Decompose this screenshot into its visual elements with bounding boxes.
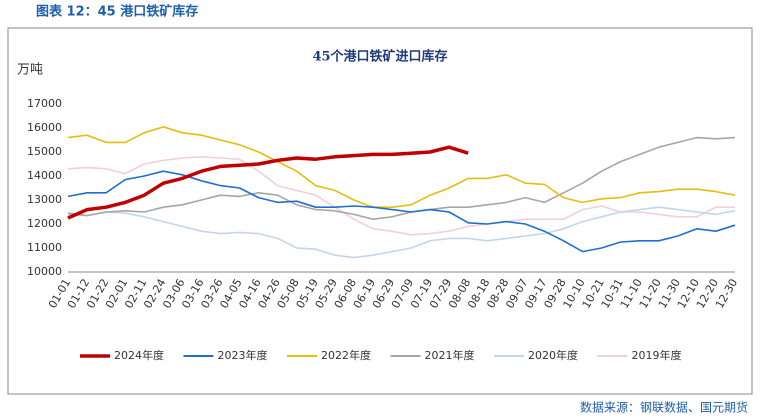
series-line — [67, 206, 736, 259]
series-line — [67, 145, 469, 220]
legend-label: 2019年度 — [632, 348, 682, 362]
source: 数据来源：钢联数据、国元期货 — [580, 400, 748, 415]
series-line — [67, 170, 736, 253]
y-tick-label: 15000 — [27, 145, 62, 158]
chart-frame — [7, 27, 753, 395]
y-tick-label: 14000 — [27, 169, 62, 182]
legend-label: 2022年度 — [321, 348, 371, 362]
y-tick-label: 17000 — [27, 97, 62, 110]
caption: 图表 12：45 港口铁矿库存 — [36, 4, 198, 20]
legend-label: 2023年度 — [218, 348, 268, 362]
y-tick-label: 10000 — [27, 265, 62, 278]
y-tick-label: 16000 — [27, 121, 62, 134]
legend-label: 2021年度 — [425, 348, 475, 362]
y-tick-label: 11000 — [27, 241, 62, 254]
y-axis-label: 万吨 — [17, 63, 43, 78]
chart-title: 45个港口铁矿进口库存 — [312, 49, 447, 65]
legend-label: 2020年度 — [528, 348, 578, 362]
y-tick-label: 13000 — [27, 193, 62, 206]
series-line — [67, 136, 736, 220]
legend-label: 2024年度 — [114, 348, 164, 362]
series-line — [67, 126, 736, 208]
y-tick-label: 12000 — [27, 217, 62, 230]
